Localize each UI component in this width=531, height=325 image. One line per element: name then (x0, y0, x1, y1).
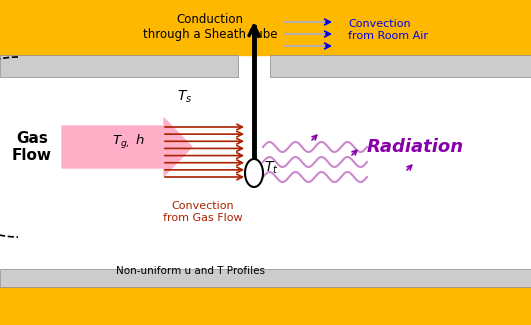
Bar (0, 55, 238, 77)
Text: Gas
Flow: Gas Flow (12, 131, 52, 163)
Text: $T_t$: $T_t$ (264, 160, 279, 176)
Ellipse shape (245, 159, 263, 187)
Text: Convection
from Gas Flow: Convection from Gas Flow (163, 201, 243, 223)
Text: Conduction
through a Sheath Tube: Conduction through a Sheath Tube (143, 13, 277, 41)
Bar (0, 287, 531, 325)
Text: Radiation: Radiation (366, 138, 464, 156)
Text: $T_s$: $T_s$ (177, 89, 193, 105)
Bar (0, 0, 531, 55)
Bar (0, 269, 531, 287)
Text: Convection
from Room Air: Convection from Room Air (348, 19, 428, 41)
Text: Non-uniform u and T Profiles: Non-uniform u and T Profiles (116, 266, 264, 276)
Text: $T_{g,}\ h$: $T_{g,}\ h$ (112, 133, 144, 151)
FancyArrow shape (62, 118, 192, 176)
Bar (270, 55, 531, 77)
